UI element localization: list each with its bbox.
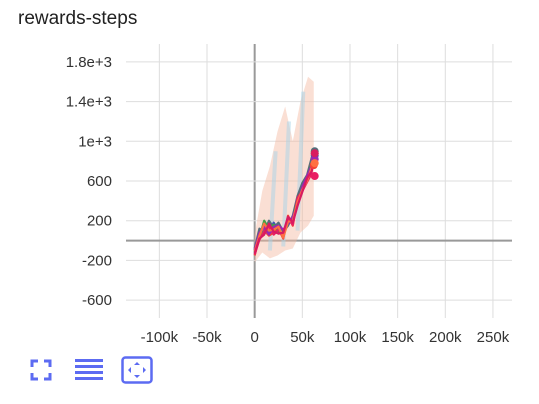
series-variance-streak — [295, 91, 306, 231]
toggle-log-scale-icon — [75, 359, 103, 380]
marker-layer — [309, 147, 319, 181]
y-tick-label: 1.8e+3 — [66, 54, 112, 71]
series-end-marker-7 — [310, 159, 319, 168]
x-tick-label: 250k — [477, 329, 510, 346]
series-layer — [253, 150, 316, 256]
fullscreen-icon — [30, 359, 52, 381]
chart-title: rewards-steps — [18, 8, 138, 29]
x-tick-label: 50k — [290, 329, 315, 346]
fit-domain-button[interactable] — [120, 354, 154, 386]
y-tick-label: 200 — [87, 213, 112, 230]
grid-layer — [126, 44, 512, 318]
chart-canvas[interactable]: -100k -50k 0 50k 100k 150k 200k 250k -600 -200 20… — [0, 0, 539, 350]
x-tick-label: 150k — [381, 329, 414, 346]
x-tick-label: 100k — [334, 329, 367, 346]
y-tick-label: -200 — [82, 252, 112, 269]
x-tick-label: 0 — [250, 329, 258, 346]
fullscreen-button[interactable] — [24, 354, 58, 386]
chart-toolbar — [24, 354, 154, 386]
x-tick-labels: -100k -50k 0 50k 100k 150k 200k 250k — [141, 329, 510, 346]
y-tick-label: -600 — [82, 292, 112, 309]
series-end-marker-8 — [310, 149, 319, 158]
fit-domain-icon — [121, 356, 153, 384]
y-tick-labels: -600 -200 200 600 1e+3 1.4e+3 1.8e+3 — [66, 54, 112, 309]
x-tick-label: 200k — [429, 329, 462, 346]
y-tick-label: 1.4e+3 — [66, 94, 112, 111]
y-tick-label: 1e+3 — [78, 133, 112, 150]
toggle-log-scale-button[interactable] — [72, 354, 106, 386]
y-tick-label: 600 — [87, 173, 112, 190]
series-line-8 — [253, 153, 316, 254]
series-end-marker-5 — [310, 172, 319, 181]
x-tick-label: -50k — [192, 329, 222, 346]
x-tick-label: -100k — [141, 329, 179, 346]
